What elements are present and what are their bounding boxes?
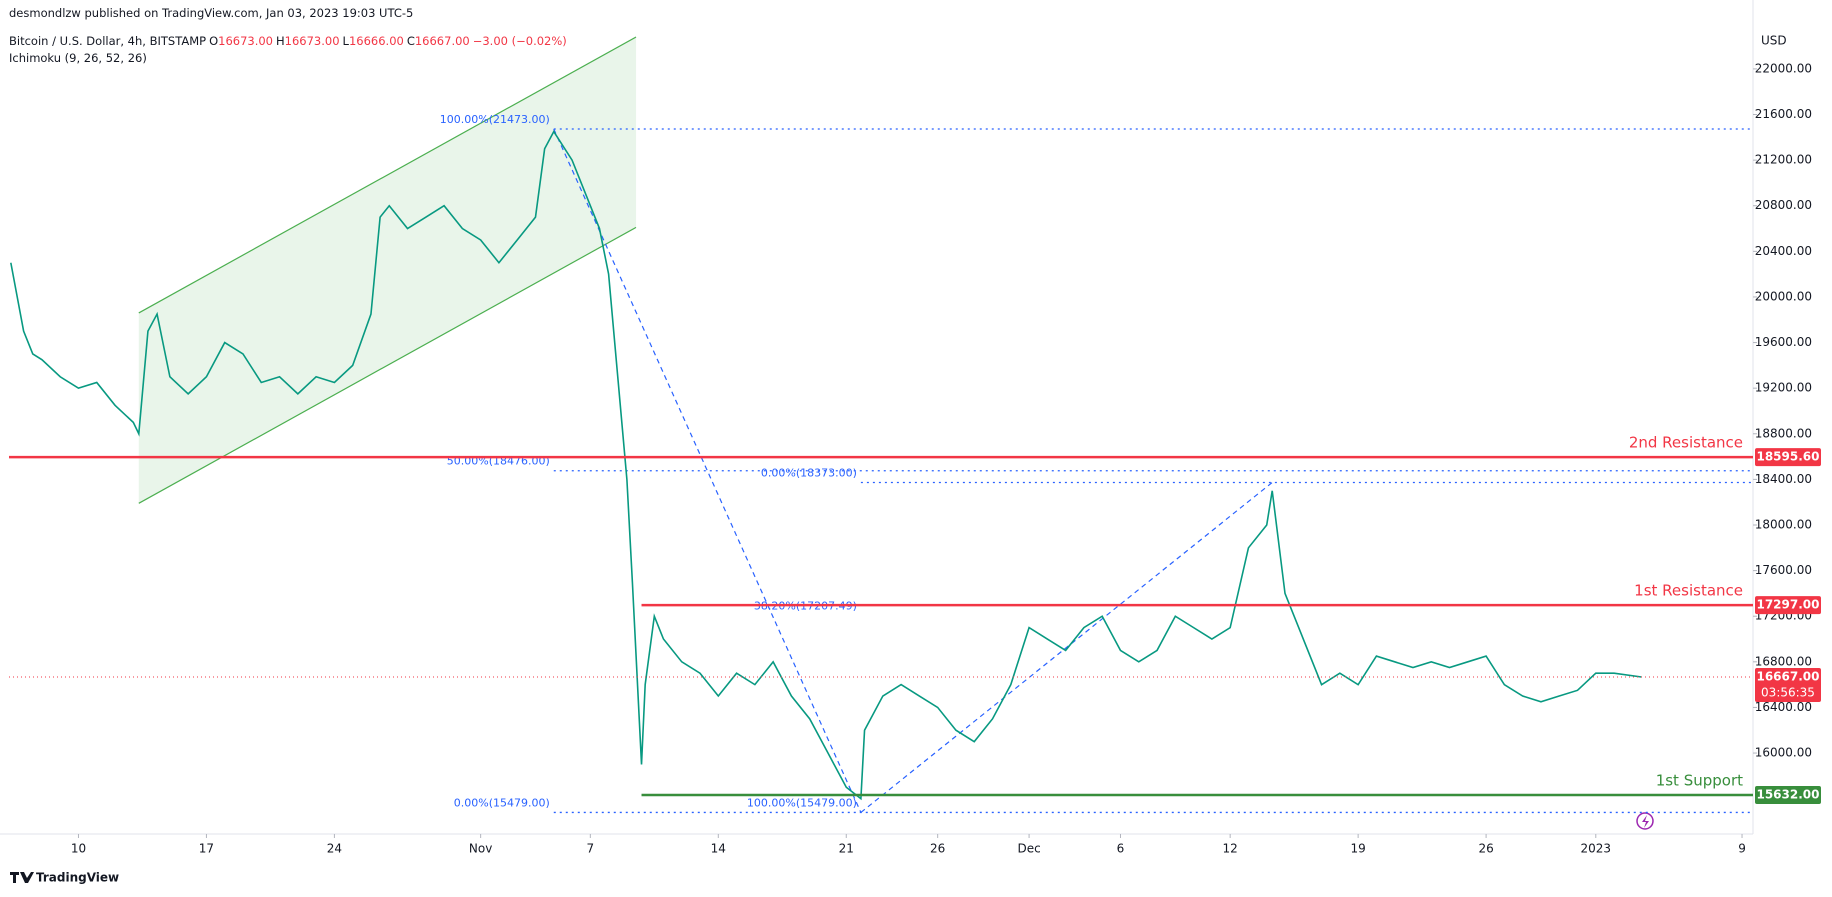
fib-label: 100.00%(21473.00)	[440, 113, 550, 126]
x-tick-label: 19	[1350, 842, 1365, 856]
level-name: 1st Support	[1656, 772, 1743, 790]
x-tick-label: 2023	[1581, 842, 1612, 856]
x-tick-label: 9	[1738, 842, 1746, 856]
ohlc-value: 16673.00	[284, 34, 340, 48]
level-tag	[1755, 596, 1821, 615]
x-tick-label: 12	[1223, 842, 1238, 856]
x-tick-label: Nov	[469, 842, 492, 856]
ohlc-key: C	[406, 34, 415, 48]
x-tick-label: 17	[199, 842, 214, 856]
x-tick-label: Dec	[1017, 842, 1040, 856]
y-tick-label: 18400.00	[1755, 472, 1812, 486]
y-tick-label: 16400.00	[1755, 700, 1812, 714]
ohlc-value: 16667.00	[414, 34, 470, 48]
y-tick-label: 18800.00	[1755, 426, 1812, 440]
ohlc-key: O	[209, 34, 219, 48]
y-tick-label: 17600.00	[1755, 563, 1812, 577]
y-tick-label: 20400.00	[1755, 244, 1812, 258]
x-tick-label: 6	[1117, 842, 1125, 856]
symbol-line: Bitcoin / U.S. Dollar, 4h, BITSTAMP O1667…	[9, 34, 570, 48]
last-price-label: 16667.00	[1756, 669, 1819, 683]
symbol: Bitcoin / U.S. Dollar, 4h, BITSTAMP	[9, 34, 207, 48]
ohlc-key: L	[342, 34, 349, 48]
fib-label: 0.00%(18373.00)	[761, 466, 857, 479]
x-tick-label: 21	[839, 842, 854, 856]
channel-line	[138, 36, 637, 314]
x-tick-label: 7	[587, 842, 595, 856]
y-tick-label: 16800.00	[1755, 654, 1812, 668]
level-name: 1st Resistance	[1634, 582, 1743, 600]
level-name: 2nd Resistance	[1629, 434, 1743, 452]
level-tag-label: 17297.00	[1756, 598, 1819, 612]
last-price-tag	[1755, 667, 1821, 702]
y-tick-label: 22000.00	[1755, 61, 1812, 75]
y-tick-label: 19600.00	[1755, 335, 1812, 349]
y-tick-label: 16000.00	[1755, 746, 1812, 760]
published: desmondlzw published on TradingView.com,…	[9, 6, 414, 20]
alert-bolt	[1642, 815, 1649, 828]
channel-fill	[138, 36, 637, 504]
level-tag-label: 18595.60	[1756, 450, 1819, 464]
fib-label: 0.00%(15479.00)	[454, 796, 550, 809]
x-tick-label: 14	[711, 842, 726, 856]
alert-icon[interactable]	[1636, 812, 1654, 830]
price-line	[10, 130, 1642, 801]
x-tick-label: 10	[71, 842, 86, 856]
y-tick-label: 19200.00	[1755, 381, 1812, 395]
ohlc-value: 16666.00	[348, 34, 404, 48]
trend-line	[860, 482, 1273, 813]
change: −3.00 (−0.02%)	[472, 34, 567, 48]
ohlc-value: 16673.00	[218, 34, 273, 48]
y-tick-label: 20800.00	[1755, 198, 1812, 212]
level-tag	[1755, 448, 1821, 467]
currency: USD	[1761, 34, 1787, 48]
brand-logo	[10, 872, 34, 883]
x-tick-label: 26	[930, 842, 945, 856]
indicator: Ichimoku (9, 26, 52, 26)	[9, 51, 147, 65]
level-tag-label: 15632.00	[1756, 788, 1819, 802]
ohlc-key: H	[276, 34, 285, 48]
y-tick-label: 20000.00	[1755, 289, 1812, 303]
y-tick-label: 21600.00	[1755, 107, 1812, 121]
y-tick-label: 21200.00	[1755, 153, 1812, 167]
y-tick-label: 18000.00	[1755, 517, 1812, 531]
countdown: 03:56:35	[1761, 685, 1815, 699]
x-tick-label: 26	[1478, 842, 1493, 856]
trend-line	[553, 128, 862, 813]
x-tick-label: 24	[327, 842, 342, 856]
level-tag	[1755, 786, 1821, 805]
brand: TradingView	[36, 871, 119, 885]
fib-label: 100.00%(15479.00)	[747, 796, 857, 809]
